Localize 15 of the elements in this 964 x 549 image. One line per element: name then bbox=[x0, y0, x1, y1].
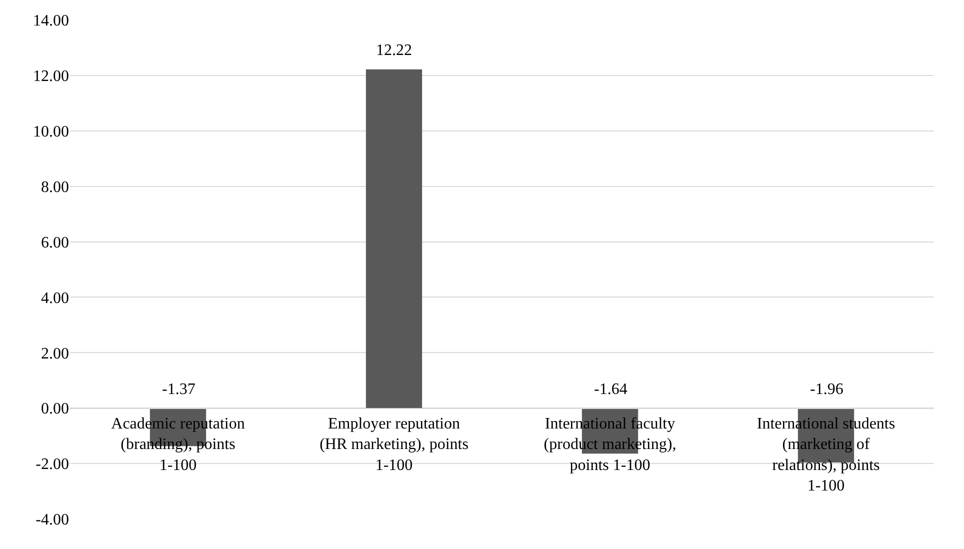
x-tick-label: Employer reputation (HR marketing), points 1-100 bbox=[320, 415, 468, 474]
y-tick-label: 6.00 bbox=[41, 234, 69, 252]
data-label: -1.64 bbox=[594, 381, 628, 398]
y-tick-label: -4.00 bbox=[36, 512, 69, 529]
y-tick-label: -2.00 bbox=[36, 456, 69, 474]
y-tick-label: 12.00 bbox=[33, 68, 69, 86]
y-tick-label: 4.00 bbox=[41, 290, 69, 307]
data-label: -1.96 bbox=[810, 381, 844, 398]
y-tick-label: 0.00 bbox=[41, 400, 69, 418]
y-tick-label: 8.00 bbox=[41, 178, 69, 196]
y-tick-label: 2.00 bbox=[41, 345, 69, 362]
data-label: -1.37 bbox=[162, 381, 196, 398]
data-label: 12.22 bbox=[376, 42, 412, 59]
y-tick-label: 10.00 bbox=[33, 123, 69, 140]
y-tick-label: 14.00 bbox=[33, 12, 69, 30]
